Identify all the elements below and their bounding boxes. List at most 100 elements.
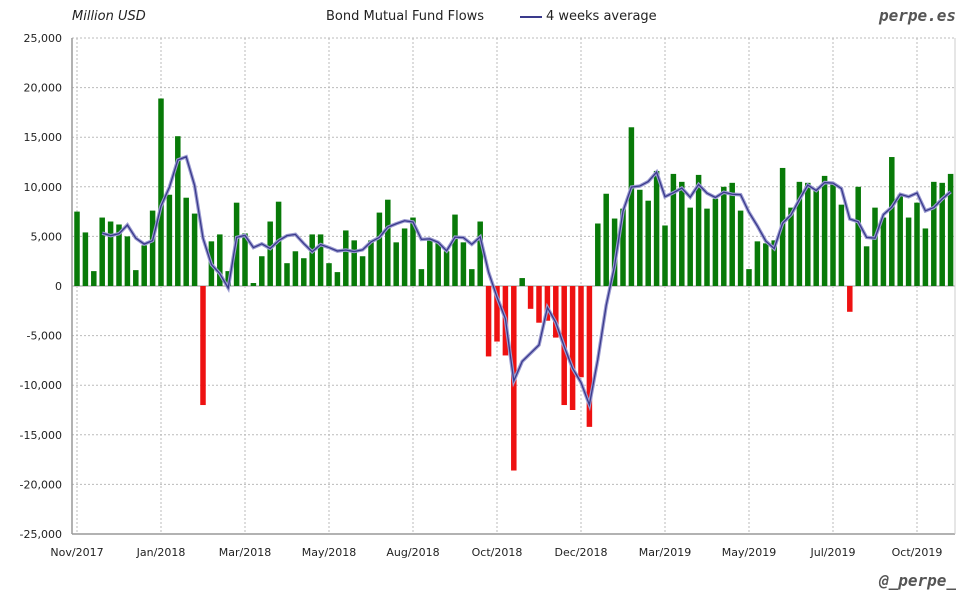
bar-positive — [326, 263, 332, 286]
bar-positive — [267, 221, 273, 286]
bar-positive — [746, 269, 752, 286]
bar-positive — [301, 258, 307, 286]
x-tick-label: Aug/2018 — [386, 546, 439, 559]
bar-positive — [401, 228, 408, 286]
bar-positive — [889, 157, 895, 286]
bar-positive — [931, 181, 937, 286]
bar-positive — [334, 272, 341, 286]
bar-positive — [183, 197, 189, 286]
bar-positive — [418, 269, 425, 286]
bar-positive — [292, 251, 299, 286]
bar-positive — [368, 240, 374, 286]
bar-positive — [821, 175, 828, 286]
bar-positive — [351, 240, 357, 286]
x-tick-label: Nov/2017 — [50, 546, 103, 559]
y-tick-label: -20,000 — [20, 478, 62, 491]
y-tick-label: 15,000 — [24, 131, 63, 144]
bar-negative — [527, 286, 534, 309]
bar-positive — [149, 210, 156, 286]
bar-positive — [317, 234, 324, 286]
bar-positive — [695, 174, 702, 286]
bar-positive — [863, 246, 870, 286]
bar-positive — [74, 211, 80, 286]
bar-negative — [569, 286, 576, 410]
brand-watermark: perpe.es — [878, 6, 956, 25]
bar-positive — [603, 193, 609, 286]
bar-positive — [855, 186, 861, 286]
bar-positive — [217, 234, 223, 286]
bar-positive — [427, 240, 433, 286]
x-tick-label: Oct/2019 — [892, 546, 943, 559]
bar-positive — [763, 243, 769, 286]
bar-positive — [250, 283, 257, 286]
bar-negative — [847, 286, 853, 312]
bar-negative — [200, 286, 206, 406]
bar-positive — [813, 189, 819, 286]
bar-positive — [175, 136, 181, 286]
bar-positive — [679, 181, 685, 286]
bar-positive — [737, 210, 744, 286]
bar-positive — [124, 236, 131, 286]
bar-positive — [284, 263, 290, 286]
bar-positive — [922, 228, 929, 286]
bar-positive — [670, 173, 677, 286]
bar-positive — [628, 127, 635, 286]
bar-negative — [578, 286, 584, 378]
bar-negative — [494, 286, 500, 342]
bar-positive — [830, 183, 836, 286]
bar-positive — [838, 204, 845, 286]
bar-positive — [704, 208, 710, 286]
bar-positive — [939, 182, 945, 286]
bar-negative — [536, 286, 542, 323]
bar-negative — [553, 286, 559, 338]
bar-positive — [191, 213, 198, 286]
bar-positive — [872, 207, 878, 286]
legend-label: 4 weeks average — [546, 9, 657, 24]
bar-positive — [595, 223, 601, 286]
y-tick-label: 10,000 — [24, 181, 63, 194]
bar-positive — [435, 242, 441, 286]
x-tick-label: Dec/2018 — [555, 546, 608, 559]
bar-positive — [166, 194, 173, 286]
bar-positive — [158, 98, 164, 287]
x-tick-label: Mar/2018 — [219, 546, 271, 559]
bar-positive — [410, 217, 416, 286]
bar-positive — [477, 221, 483, 286]
x-tick-label: Jul/2019 — [810, 546, 856, 559]
x-tick-label: Jan/2018 — [136, 546, 186, 559]
bar-positive — [91, 271, 97, 286]
bar-positive — [469, 269, 475, 286]
bar-positive — [620, 208, 626, 286]
y-tick-label: -15,000 — [20, 429, 62, 442]
bar-positive — [116, 224, 122, 286]
chart-title: Bond Mutual Fund Flows — [326, 9, 485, 24]
bar-positive — [452, 214, 458, 286]
social-handle: @_perpe_ — [878, 571, 956, 590]
bar-positive — [796, 181, 803, 286]
bar-positive — [460, 242, 467, 286]
bar-positive — [393, 242, 399, 286]
y-axis-unit-label: Million USD — [72, 9, 146, 24]
y-tick-label: 5,000 — [31, 230, 63, 243]
bar-positive — [653, 170, 660, 286]
y-tick-label: -10,000 — [20, 379, 62, 392]
bar-positive — [721, 186, 727, 286]
bar-negative — [586, 286, 593, 427]
y-tick-label: -5,000 — [27, 330, 62, 343]
bar-positive — [897, 194, 903, 286]
bar-positive — [275, 201, 282, 286]
bar-positive — [376, 212, 383, 286]
bar-positive — [947, 173, 954, 286]
bar-positive — [82, 232, 89, 286]
bar-positive — [611, 218, 618, 286]
x-tick-label: May/2018 — [302, 546, 356, 559]
bar-positive — [99, 217, 105, 286]
average-line — [102, 155, 952, 408]
bar-positive — [687, 207, 693, 286]
legend-line-swatch — [520, 15, 542, 18]
bar-positive — [712, 198, 719, 286]
bar-positive — [385, 199, 391, 286]
bar-positive — [107, 221, 114, 286]
x-tick-label: Mar/2019 — [639, 546, 691, 559]
bar-negative — [485, 286, 492, 357]
